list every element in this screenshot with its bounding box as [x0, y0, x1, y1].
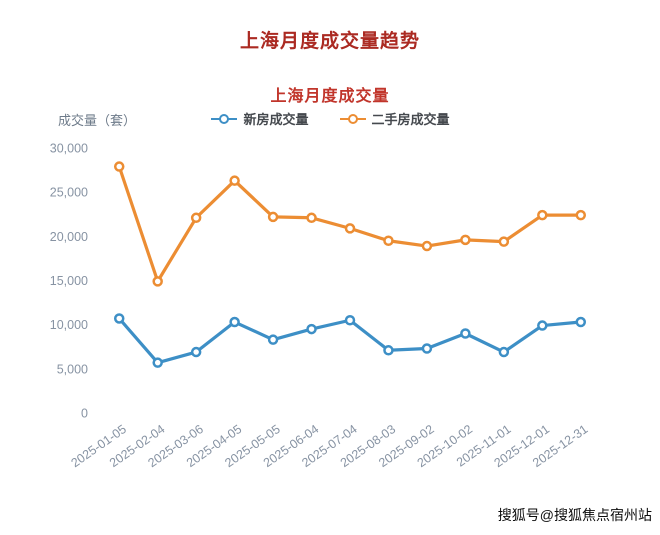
y-axis-label: 成交量（套）: [58, 113, 137, 128]
svg-text:25,000: 25,000: [50, 186, 88, 200]
data-point: [152, 276, 163, 287]
data-point: [229, 316, 240, 328]
data-point: [575, 316, 587, 328]
data-point: [383, 345, 394, 356]
data-point: [498, 236, 510, 247]
svg-text:5,000: 5,000: [57, 362, 88, 376]
data-point: [537, 320, 548, 331]
data-point: [344, 223, 356, 234]
data-point: [152, 357, 163, 368]
svg-text:30,000: 30,000: [50, 142, 88, 156]
svg-text:10,000: 10,000: [50, 318, 88, 332]
legend: 新房成交量 二手房成交量: [0, 109, 660, 128]
data-point: [113, 161, 125, 172]
data-point: [383, 235, 394, 246]
svg-text:15,000: 15,000: [50, 274, 88, 288]
data-point: [537, 209, 548, 221]
data-point: [575, 209, 587, 221]
data-point: [190, 346, 202, 358]
line-chart: 0 5,000 10,000 15,000 20,000 25,000 30,000 2025…: [50, 142, 591, 471]
data-point: [498, 346, 510, 358]
data-point: [460, 234, 471, 246]
data-point: [421, 343, 433, 354]
data-point: [344, 315, 356, 326]
series-line-2: [113, 161, 587, 287]
data-point: [113, 313, 125, 324]
svg-text:20,000: 20,000: [50, 230, 88, 244]
data-point: [460, 328, 471, 339]
data-point: [267, 334, 279, 345]
x-axis-labels: 2025-01-052025-02-042025-03-062025-04-05…: [69, 422, 591, 470]
series-line-1: [113, 313, 587, 368]
page-title: 上海月度成交量趋势: [239, 31, 420, 52]
legend-item-1[interactable]: 新房成交量: [210, 109, 309, 128]
chart-title: 上海月度成交量: [270, 88, 390, 105]
legend-label: 新房成交量: [243, 112, 309, 127]
legend-item-2[interactable]: 二手房成交量: [339, 109, 450, 128]
legend-line-circle-icon: [211, 113, 238, 124]
data-point: [267, 211, 279, 223]
data-point: [306, 212, 317, 224]
legend-line-circle-icon: [339, 113, 366, 124]
watermark: 搜狐号@搜狐焦点宿州站: [497, 507, 652, 523]
data-point: [190, 212, 202, 224]
data-point: [229, 175, 240, 186]
svg-text:0: 0: [81, 407, 88, 421]
y-axis-ticks: 0 5,000 10,000 15,000 20,000 25,000 30,000: [50, 142, 88, 421]
data-point: [421, 240, 433, 252]
legend-label: 二手房成交量: [371, 112, 450, 127]
data-point: [306, 323, 317, 335]
